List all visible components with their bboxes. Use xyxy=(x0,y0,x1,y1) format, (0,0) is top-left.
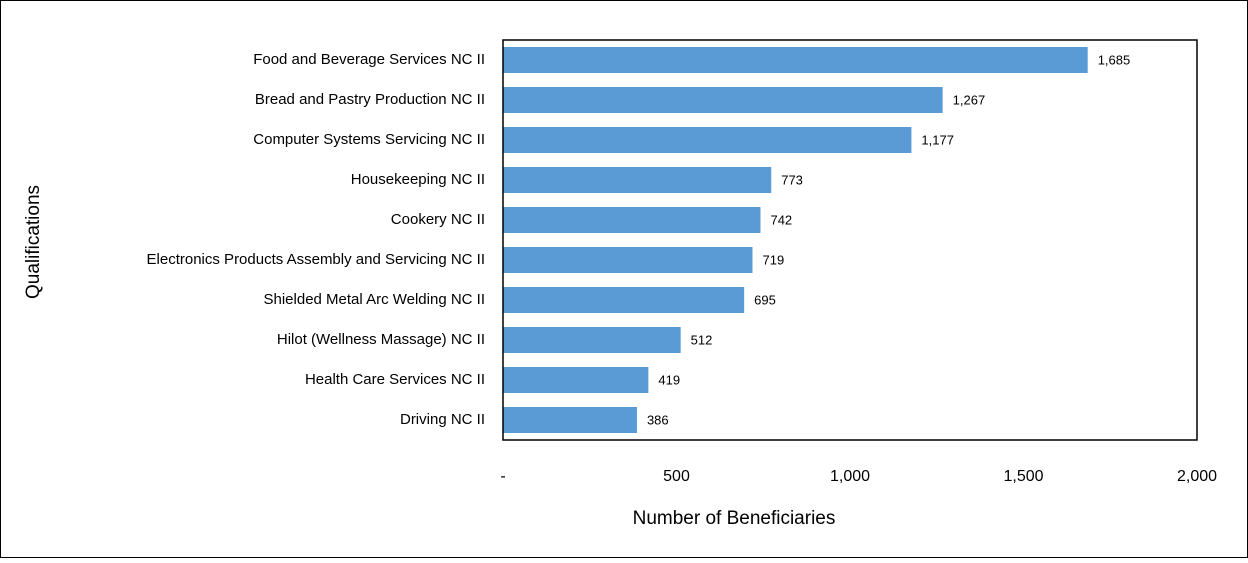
x-axis-label: Number of Beneficiaries xyxy=(633,508,836,529)
x-tick-label: 2,000 xyxy=(1177,468,1217,485)
value-label: 512 xyxy=(691,332,713,347)
y-tick-label: Computer Systems Servicing NC II xyxy=(253,131,485,148)
x-tick-label: 1,500 xyxy=(1003,468,1043,485)
bar xyxy=(503,127,912,153)
y-tick-label: Food and Beverage Services NC II xyxy=(253,51,485,68)
bar xyxy=(503,327,681,353)
bar xyxy=(503,247,753,273)
y-axis-label: Qualifications xyxy=(23,185,44,299)
bar xyxy=(503,287,745,313)
y-tick-label: Hilot (Wellness Massage) NC II xyxy=(277,331,485,348)
bar xyxy=(503,47,1088,73)
plot-frame xyxy=(502,39,1198,441)
value-label: 1,267 xyxy=(953,92,986,107)
value-label: 1,177 xyxy=(921,132,954,147)
bar xyxy=(503,87,943,113)
x-tick-label: 500 xyxy=(663,468,690,485)
x-tick-label: - xyxy=(500,468,505,485)
bar xyxy=(503,407,637,433)
value-label: 742 xyxy=(770,212,792,227)
value-label: 719 xyxy=(762,252,784,267)
y-tick-label: Driving NC II xyxy=(400,411,485,428)
y-tick-label: Shielded Metal Arc Welding NC II xyxy=(264,291,486,308)
bar xyxy=(503,367,649,393)
y-tick-label: Electronics Products Assembly and Servic… xyxy=(147,251,485,268)
bar xyxy=(503,207,761,233)
value-label: 773 xyxy=(781,172,803,187)
value-label: 419 xyxy=(658,372,680,387)
y-tick-label: Cookery NC II xyxy=(391,211,485,228)
y-tick-label: Bread and Pastry Production NC II xyxy=(255,91,485,108)
value-label: 695 xyxy=(754,292,776,307)
value-label: 386 xyxy=(647,412,669,427)
y-tick-label: Health Care Services NC II xyxy=(305,371,485,388)
value-label: 1,685 xyxy=(1098,52,1131,67)
y-tick-label: Housekeeping NC II xyxy=(351,171,485,188)
x-tick-label: 1,000 xyxy=(830,468,870,485)
bar xyxy=(503,167,772,193)
